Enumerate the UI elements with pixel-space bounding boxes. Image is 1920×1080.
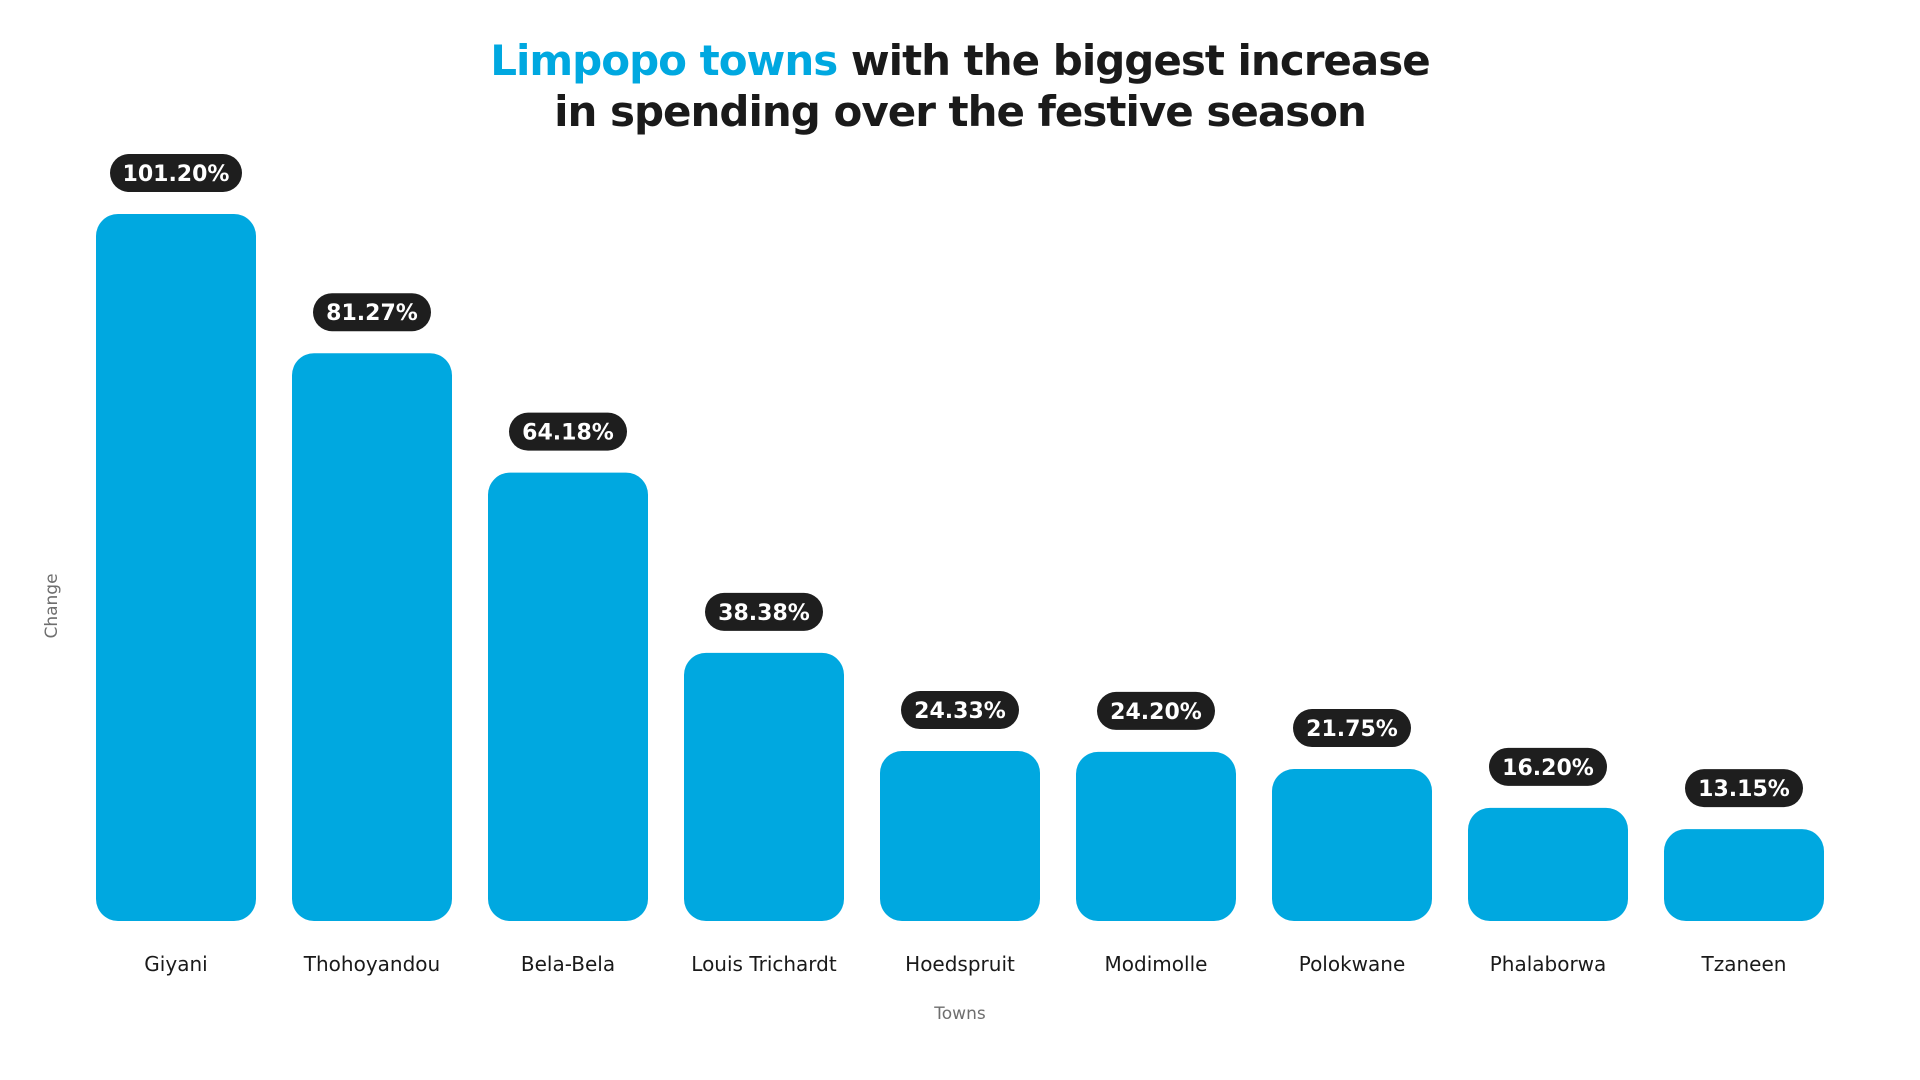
value-label-modimolle: 24.20%: [1110, 700, 1202, 725]
chart-title-line-2: in spending over the festive season: [554, 87, 1367, 136]
value-label-pill-giyani: [110, 154, 242, 192]
x-tick-label-thohoyandou: Thohoyandou: [303, 952, 440, 976]
x-tick-labels-group: Giyani Thohoyandou Bela-Bela Louis Trichard…: [144, 952, 1786, 976]
chart-title-line-1: Limpopo towns with the biggest increase: [0, 35, 1920, 86]
x-tick-label-modimolle: Modimolle: [1105, 952, 1208, 976]
chart-title-highlight: Limpopo towns: [490, 36, 838, 85]
x-tick-label-louis-trichardt: Louis Trichardt: [691, 952, 837, 976]
x-tick-label-hoedspruit: Hoedspruit: [905, 952, 1015, 976]
value-label-pill-polokwane: [1293, 709, 1411, 748]
chart-title: Limpopo towns with the biggest increase …: [0, 35, 1920, 137]
x-tick-label-giyani: Giyani: [144, 952, 207, 976]
value-label-hoedspruit: 24.33%: [914, 699, 1006, 724]
value-labels-group: 101.20% 81.27% 64.18% 38.38% 24.33% 24.20% 21.…: [110, 154, 1803, 808]
x-axis-label: Towns: [933, 1004, 986, 1024]
value-label-pill-phalaborwa: [1489, 747, 1607, 786]
x-tick-label-polokwane: Polokwane: [1299, 952, 1406, 976]
x-tick-label-phalaborwa: Phalaborwa: [1490, 952, 1607, 976]
bar-thohoyandou: [292, 353, 452, 922]
bar-modimolle: [1076, 751, 1236, 921]
chart-title-rest: with the biggest increase: [837, 36, 1431, 85]
y-axis-label: Change: [42, 573, 62, 638]
bar-giyani: [96, 214, 256, 921]
value-label-bela-bela: 64.18%: [522, 421, 614, 446]
value-label-giyani: 101.20%: [123, 162, 230, 187]
bar-louis-trichardt: [684, 652, 844, 921]
bar-bela-bela: [488, 472, 648, 921]
bars-group: [96, 214, 1824, 922]
bar-phalaborwa: [1468, 807, 1628, 921]
value-label-phalaborwa: 16.20%: [1502, 756, 1594, 781]
value-label-pill-hoedspruit: [901, 691, 1019, 730]
bar-hoedspruit: [880, 751, 1040, 921]
value-label-tzaneen: 13.15%: [1698, 777, 1790, 802]
value-label-pill-thohoyandou: [313, 293, 431, 332]
value-label-thohoyandou: 81.27%: [326, 301, 418, 326]
bar-polokwane: [1272, 769, 1432, 921]
x-tick-label-bela-bela: Bela-Bela: [521, 952, 615, 976]
value-label-polokwane: 21.75%: [1306, 717, 1398, 742]
bar-tzaneen: [1664, 829, 1824, 921]
value-label-louis-trichardt: 38.38%: [718, 601, 810, 626]
value-label-pill-bela-bela: [509, 412, 627, 451]
value-label-pill-louis-trichardt: [705, 592, 823, 631]
x-tick-label-tzaneen: Tzaneen: [1701, 952, 1787, 976]
value-label-pill-modimolle: [1097, 691, 1215, 730]
value-label-pill-tzaneen: [1685, 769, 1803, 808]
